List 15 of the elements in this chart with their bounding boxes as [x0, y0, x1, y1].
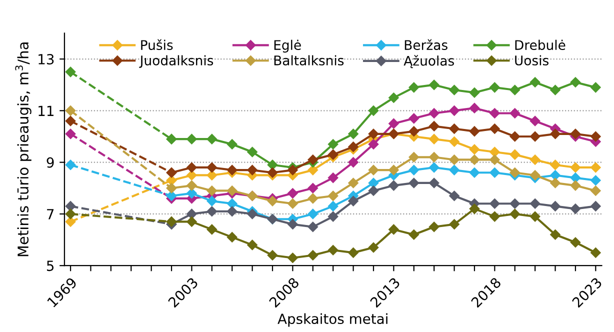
y-tick-label: 13: [38, 54, 54, 64]
y-axis-title: Metinis tūrio prieaugis, m$^{3}$/ha: [15, 42, 32, 256]
legend-label: Ąžuolas: [404, 55, 454, 68]
y-tick-label: 5: [46, 260, 54, 272]
legend-label: Eglė: [274, 40, 301, 53]
y-tick-label: 7: [47, 209, 54, 220]
legend-label: Juodalksnis: [139, 55, 214, 68]
y-tick-label: 9: [46, 157, 54, 168]
legend-label: Uosis: [515, 55, 548, 66]
legend-label: Baltalksnis: [274, 55, 344, 66]
x-axis-title: Apskaitos metai: [278, 313, 388, 327]
y-tick-label: 11: [38, 106, 54, 116]
legend-label: Beržas: [404, 39, 448, 50]
legend-label: Drebulė: [515, 40, 566, 50]
legend-label: Pušis: [141, 39, 173, 50]
